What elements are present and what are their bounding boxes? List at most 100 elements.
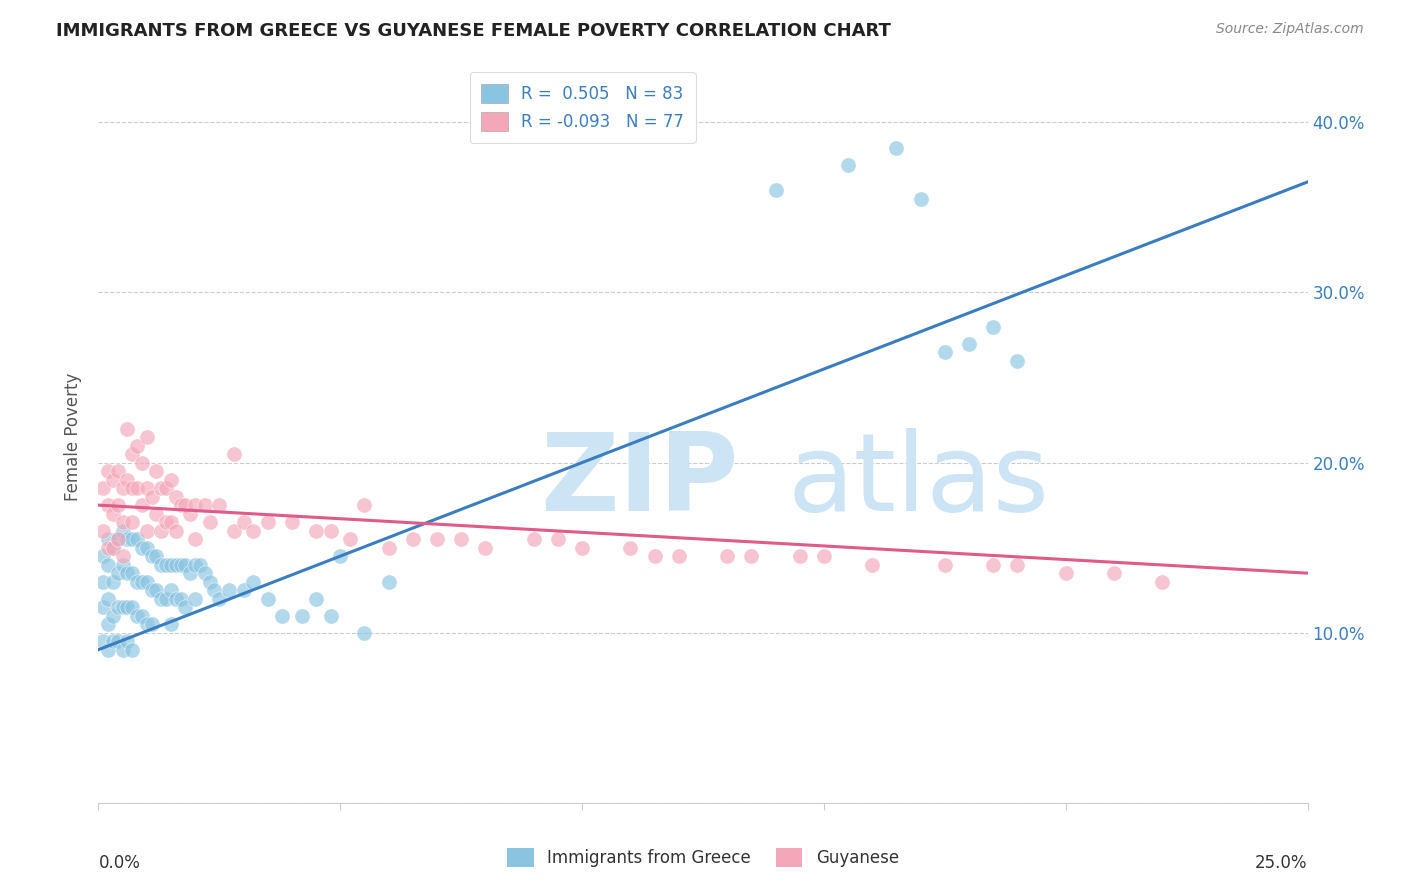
Point [981,558,1004,572]
Point [91,600,114,615]
Point [101,634,124,648]
Point [242,574,264,589]
Point [644,549,666,563]
Text: 25.0%: 25.0% [1256,854,1308,872]
Point [127,532,149,546]
Point [910,192,932,206]
Point [111,600,134,615]
Point [91,549,114,563]
Point [934,558,956,572]
Text: ZIP: ZIP [540,428,738,534]
Point [169,498,191,512]
Point [155,591,177,606]
Point [668,549,690,563]
Point [232,583,254,598]
Point [353,498,375,512]
Point [174,498,197,512]
Point [107,532,129,546]
Point [101,541,124,555]
Point [91,634,114,648]
Point [165,524,187,538]
Point [165,591,187,606]
Point [131,608,153,623]
Point [107,464,129,478]
Point [860,558,883,572]
Point [150,481,173,495]
Point [127,481,149,495]
Point [111,549,134,563]
Point [111,642,134,657]
Point [117,634,139,648]
Point [765,183,787,197]
Point [188,558,211,572]
Point [91,481,114,495]
Point [271,608,294,623]
Point [319,608,342,623]
Point [141,583,163,598]
Point [121,600,143,615]
Point [145,507,167,521]
Point [934,345,956,359]
Point [111,515,134,529]
Point [135,524,157,538]
Point [886,141,908,155]
Point [1007,558,1029,572]
Point [208,591,231,606]
Point [319,524,342,538]
Point [97,532,120,546]
Point [204,583,226,598]
Point [97,464,120,478]
Point [97,541,120,555]
Point [523,532,546,546]
Point [111,524,134,538]
Point [194,498,217,512]
Point [160,617,183,632]
Point [101,473,124,487]
Point [117,532,139,546]
Point [716,549,738,563]
Point [305,591,328,606]
Point [111,481,134,495]
Point [179,566,201,581]
Point [155,515,177,529]
Point [117,600,139,615]
Point [222,524,245,538]
Point [150,591,173,606]
Point [813,549,835,563]
Point [97,591,120,606]
Point [127,574,149,589]
Point [91,524,114,538]
Point [111,558,134,572]
Point [150,524,173,538]
Point [135,617,157,632]
Point [135,430,157,444]
Point [1007,353,1029,368]
Point [117,421,139,435]
Point [160,583,183,598]
Point [101,507,124,521]
Point [135,574,157,589]
Point [174,600,197,615]
Point [169,558,191,572]
Point [131,541,153,555]
Point [101,541,124,555]
Point [174,558,197,572]
Point [97,498,120,512]
Legend: Immigrants from Greece, Guyanese: Immigrants from Greece, Guyanese [495,836,911,879]
Point [165,558,187,572]
Text: 0.0%: 0.0% [98,854,141,872]
Point [1102,566,1125,581]
Point [339,532,361,546]
Point [121,642,143,657]
Point [145,549,167,563]
Point [107,532,129,546]
Point [121,532,143,546]
Point [107,566,129,581]
Point [127,608,149,623]
Point [117,566,139,581]
Point [117,473,139,487]
Point [141,549,163,563]
Point [155,558,177,572]
Point [131,456,153,470]
Point [402,532,425,546]
